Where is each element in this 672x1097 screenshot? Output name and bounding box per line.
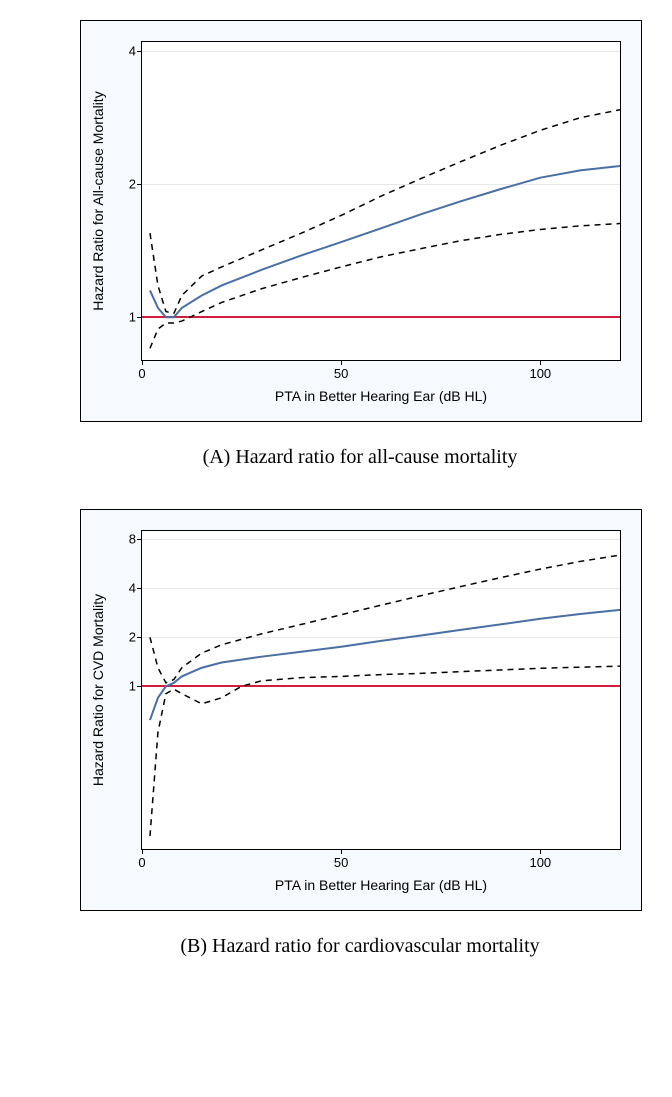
chart-lines (142, 42, 620, 360)
x-tick-mark (540, 360, 541, 365)
x-tick-label: 0 (138, 366, 145, 381)
chart-b-box: Hazard Ratio for CVD Mortality PTA in Be… (80, 509, 642, 911)
x-tick-mark (540, 849, 541, 854)
chart-b-x-axis-title: PTA in Better Hearing Ear (dB HL) (275, 877, 487, 893)
x-tick-mark (142, 360, 143, 365)
x-tick-label: 100 (529, 855, 551, 870)
x-tick-mark (341, 849, 342, 854)
x-tick-mark (142, 849, 143, 854)
x-tick-label: 50 (334, 366, 348, 381)
chart-a-caption: (A) Hazard ratio for all-cause mortality (80, 446, 640, 469)
chart-b-plot-area: Hazard Ratio for CVD Mortality PTA in Be… (141, 530, 621, 850)
y-tick-label: 4 (129, 581, 136, 596)
y-tick-label: 8 (129, 532, 136, 547)
chart-b-caption: (B) Hazard ratio for cardiovascular mort… (80, 935, 640, 958)
y-tick-label: 2 (129, 177, 136, 192)
x-tick-label: 50 (334, 855, 348, 870)
y-tick-label: 4 (129, 44, 136, 59)
chart-a-plot-area: Hazard Ratio for All-cause Mortality PTA… (141, 41, 621, 361)
chart-a-y-axis-title: Hazard Ratio for All-cause Mortality (90, 91, 106, 310)
x-tick-mark (341, 360, 342, 365)
chart-lines (142, 531, 620, 849)
x-tick-label: 100 (529, 366, 551, 381)
y-tick-label: 1 (129, 679, 136, 694)
y-tick-label: 2 (129, 630, 136, 645)
chart-a-box: Hazard Ratio for All-cause Mortality PTA… (80, 20, 642, 422)
figure-container: Hazard Ratio for All-cause Mortality PTA… (20, 20, 652, 958)
chart-b-y-axis-title: Hazard Ratio for CVD Mortality (90, 594, 106, 786)
y-tick-label: 1 (129, 310, 136, 325)
chart-a-x-axis-title: PTA in Better Hearing Ear (dB HL) (275, 388, 487, 404)
x-tick-label: 0 (138, 855, 145, 870)
